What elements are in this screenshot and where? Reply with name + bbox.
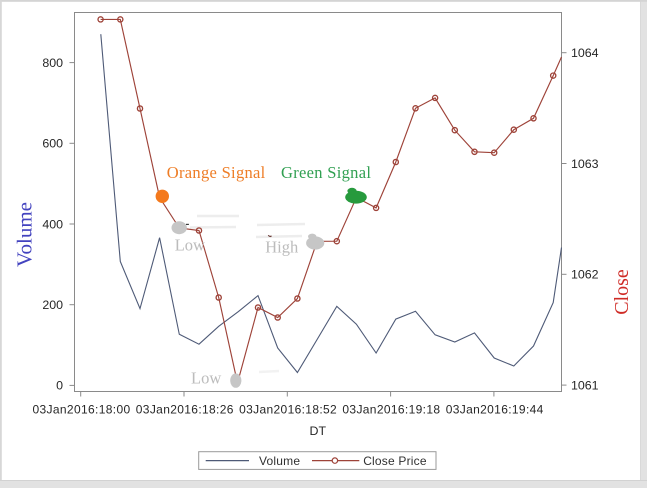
svg-text:1064: 1064 bbox=[571, 46, 599, 60]
svg-text:03Jan2016:19:44: 03Jan2016:19:44 bbox=[446, 403, 544, 417]
svg-text:1061: 1061 bbox=[571, 378, 599, 392]
svg-text:Low: Low bbox=[191, 368, 221, 387]
svg-text:Volume: Volume bbox=[259, 454, 300, 468]
svg-text:Volume: Volume bbox=[12, 202, 36, 267]
svg-text:03Jan2016:18:00: 03Jan2016:18:00 bbox=[32, 403, 130, 417]
svg-text:600: 600 bbox=[42, 137, 63, 151]
svg-text:1063: 1063 bbox=[571, 157, 599, 171]
svg-text:Orange Signal: Orange Signal bbox=[167, 163, 266, 182]
svg-text:400: 400 bbox=[42, 217, 63, 231]
svg-text:200: 200 bbox=[42, 298, 63, 312]
svg-text:03Jan2016:18:26: 03Jan2016:18:26 bbox=[136, 403, 234, 417]
svg-text:Close Price: Close Price bbox=[363, 454, 427, 468]
svg-text:03Jan2016:18:52: 03Jan2016:18:52 bbox=[239, 403, 337, 417]
svg-text:800: 800 bbox=[42, 56, 63, 70]
svg-text:1062: 1062 bbox=[571, 268, 599, 282]
svg-text:DT: DT bbox=[310, 424, 327, 438]
svg-text:Green Signal: Green Signal bbox=[281, 163, 371, 182]
svg-text:03Jan2016:19:18: 03Jan2016:19:18 bbox=[342, 403, 440, 417]
svg-text:Low: Low bbox=[175, 235, 205, 254]
svg-text:Close: Close bbox=[611, 269, 633, 315]
svg-text:High: High bbox=[265, 238, 299, 257]
svg-text:0: 0 bbox=[56, 379, 63, 393]
